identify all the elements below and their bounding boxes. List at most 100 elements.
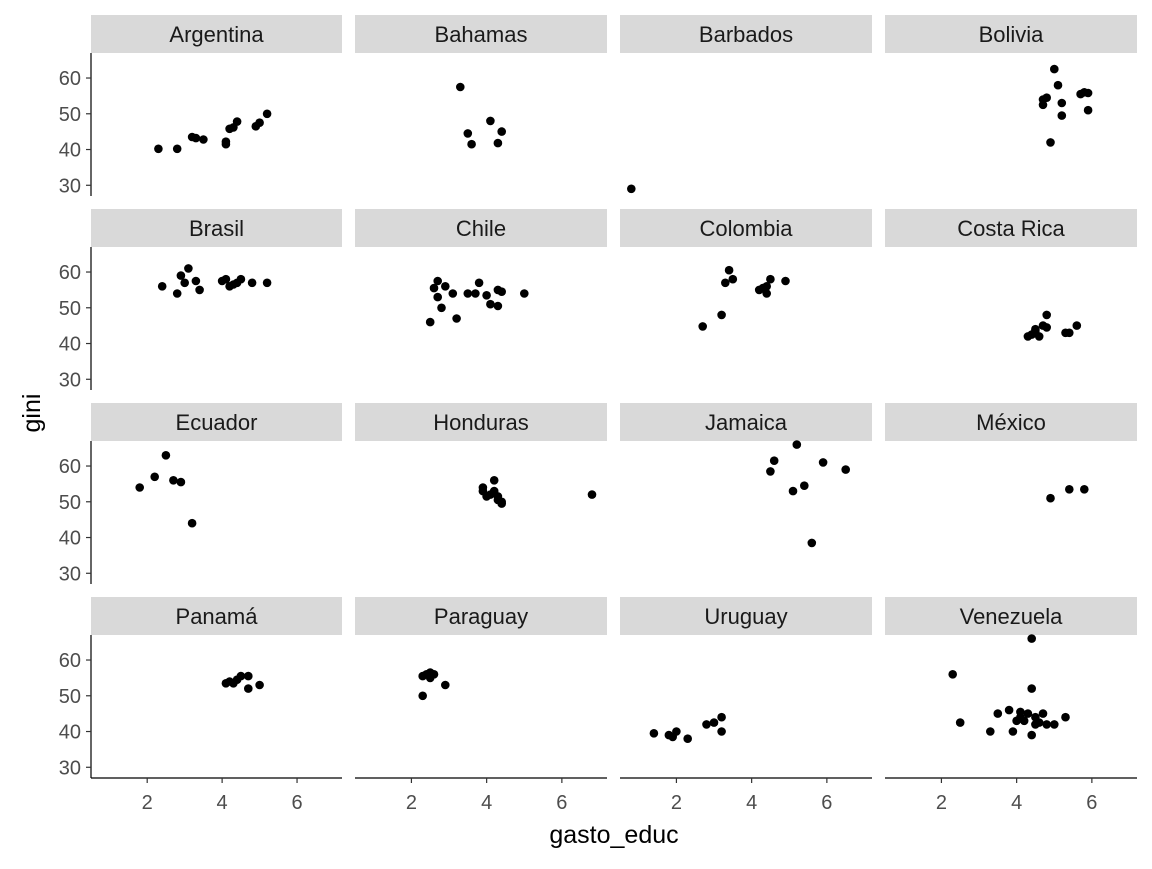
- facet-strip: [355, 15, 607, 53]
- x-tick-label: 2: [671, 792, 682, 814]
- facet-title: Bahamas: [435, 22, 528, 47]
- data-point: [717, 712, 726, 722]
- data-point: [169, 476, 178, 485]
- data-point: [135, 483, 144, 492]
- data-point: [437, 303, 446, 313]
- data-point: [425, 317, 435, 327]
- data-point: [1034, 332, 1044, 341]
- data-point: [463, 289, 473, 298]
- data-point: [176, 477, 186, 487]
- data-point: [520, 289, 529, 298]
- data-point: [1019, 716, 1029, 726]
- data-point: [448, 289, 458, 298]
- y-tick-label: 40: [59, 334, 81, 356]
- facet-title: Brasil: [189, 216, 244, 241]
- data-point: [486, 299, 495, 309]
- data-point: [1057, 98, 1067, 108]
- data-point: [1027, 684, 1036, 693]
- facet-title: Uruguay: [704, 604, 787, 629]
- data-point: [800, 481, 809, 491]
- facet-strip: [885, 597, 1137, 635]
- y-tick-label: 40: [59, 140, 81, 162]
- data-point: [1083, 88, 1093, 98]
- y-tick-label: 50: [59, 686, 81, 708]
- data-point: [429, 283, 439, 293]
- data-point: [247, 278, 257, 288]
- x-tick-label: 4: [217, 792, 228, 814]
- data-point: [262, 278, 272, 288]
- data-point: [452, 314, 461, 323]
- data-point: [724, 265, 734, 275]
- data-point: [788, 486, 798, 496]
- data-point: [221, 274, 231, 284]
- data-point: [236, 274, 246, 284]
- facet-strip: [620, 403, 872, 441]
- data-point: [255, 680, 264, 690]
- data-point: [1004, 705, 1014, 715]
- x-tick-label: 6: [291, 792, 302, 814]
- y-tick-label: 60: [59, 456, 81, 478]
- facet-title: Jamaica: [705, 410, 788, 435]
- data-point: [1053, 80, 1063, 90]
- x-tick-label: 4: [481, 792, 492, 814]
- data-point: [1008, 727, 1018, 736]
- x-tick-label: 2: [936, 792, 947, 814]
- data-point: [474, 278, 484, 288]
- y-tick-label: 50: [59, 492, 81, 514]
- data-point: [672, 727, 681, 736]
- data-point: [766, 467, 775, 476]
- data-point: [191, 133, 201, 143]
- data-point: [709, 718, 719, 727]
- data-point: [150, 472, 159, 482]
- data-point: [497, 287, 507, 297]
- data-point: [1065, 328, 1074, 338]
- facet-strip: [620, 15, 872, 53]
- data-point: [493, 301, 503, 311]
- data-point: [1042, 310, 1051, 320]
- data-point: [627, 184, 636, 194]
- y-axis-title: gini: [18, 394, 46, 433]
- y-tick-label: 40: [59, 528, 81, 550]
- data-point: [433, 292, 443, 302]
- facet-strip: [620, 209, 872, 247]
- facet-title: Argentina: [169, 22, 264, 47]
- data-point: [1072, 321, 1082, 330]
- facet-strip: [885, 15, 1137, 53]
- y-tick-label: 40: [59, 722, 81, 744]
- data-point: [1050, 720, 1059, 729]
- data-point: [497, 127, 507, 136]
- facet-title: Paraguay: [434, 604, 528, 629]
- x-tick-label: 2: [142, 792, 153, 814]
- data-point: [1034, 718, 1044, 727]
- facet-title: Venezuela: [960, 604, 1064, 629]
- data-point: [955, 718, 965, 727]
- facet-title: Bolivia: [979, 22, 1045, 47]
- x-tick-label: 6: [556, 792, 567, 814]
- facet-strip: [355, 209, 607, 247]
- data-point: [1046, 138, 1055, 147]
- data-point: [762, 282, 771, 291]
- data-point: [587, 490, 597, 499]
- data-point: [766, 274, 775, 284]
- data-point: [157, 282, 167, 291]
- data-point: [221, 139, 231, 149]
- y-tick-label: 50: [59, 298, 81, 320]
- data-point: [187, 518, 197, 528]
- y-tick-label: 30: [59, 175, 81, 197]
- data-point: [769, 456, 779, 466]
- data-point: [728, 274, 738, 284]
- facet-strip: [91, 403, 342, 441]
- facet-title: Panamá: [176, 604, 259, 629]
- data-point: [986, 727, 995, 736]
- data-point: [493, 138, 503, 148]
- data-point: [244, 671, 253, 681]
- y-tick-label: 50: [59, 104, 81, 126]
- data-point: [232, 117, 242, 126]
- data-point: [467, 139, 476, 149]
- data-point: [172, 289, 182, 298]
- data-point: [441, 282, 450, 291]
- data-point: [441, 680, 450, 690]
- x-tick-label: 4: [746, 792, 757, 814]
- data-point: [471, 289, 480, 298]
- data-point: [649, 729, 659, 738]
